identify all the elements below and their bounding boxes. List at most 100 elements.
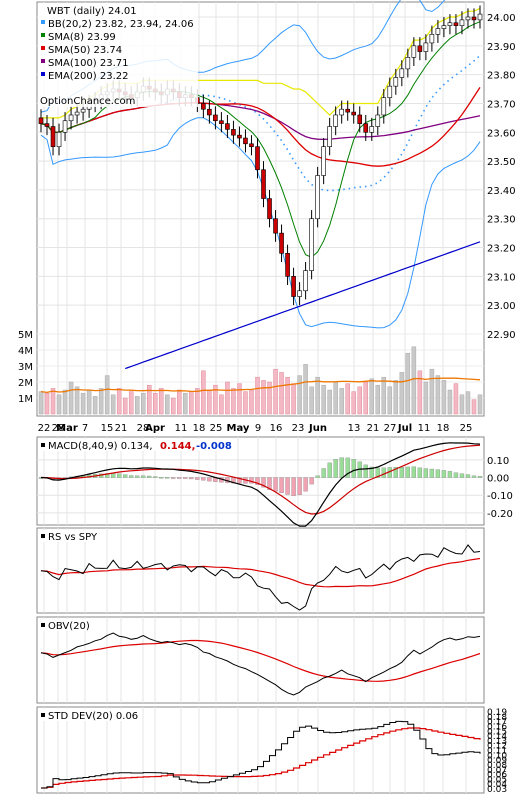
macd-histogram-bar [147,475,152,478]
volume-bar [267,381,272,415]
candle-body [261,169,266,199]
volume-bar [435,375,441,415]
macd-histogram-bar [441,470,447,478]
macd-histogram-bar [273,477,278,492]
volume-bar [417,370,423,415]
obv-title: OBV(20) [48,621,90,632]
candle-body [285,253,290,277]
volume-bar [159,388,164,415]
time-tick-label: 9 [255,423,261,434]
volume-bar [345,383,350,415]
macd-legend-swatch [41,443,45,447]
legend-label: EMA(200) 23.22 [48,71,128,82]
legend-swatch [41,59,45,63]
candle-body [333,114,338,127]
stddev-tick-label: 0.19 [487,708,507,718]
macd-histogram-bar [171,477,176,479]
macd-signal-value: 0.144, [160,441,195,452]
volume-bar [249,389,254,415]
candle-body [255,146,260,171]
volume-bar [381,376,387,415]
volume-bar [459,394,465,415]
volume-bar [387,386,393,415]
time-tick-label: 25 [210,423,223,434]
volume-tick-label: 5M [18,330,33,341]
candle-body [339,108,344,116]
macd-histogram-bar [345,457,350,478]
candle-body [44,123,50,127]
volume-bar [309,386,314,415]
macd-tick-label: -0.20 [487,509,513,520]
legend-swatch [41,46,45,50]
macd-histogram-bar [255,477,260,485]
macd-histogram-bar [303,477,308,492]
macd-histogram-bar [237,477,242,484]
legend-label: BB(20,2) 23.82, 23.94, 24.06 [48,19,194,30]
volume-bar [153,392,158,415]
volume-bar [471,399,477,415]
macd-histogram-bar [309,477,314,485]
volume-bar [321,384,326,415]
volume-bar [50,388,56,415]
candle-body [453,22,459,26]
volume-bar [291,383,296,415]
macd-histogram-bar [123,474,128,478]
macd-tick-label: -0.10 [487,491,513,502]
volume-bar [375,384,381,415]
rs-line [40,544,481,611]
time-tick-label: 21 [115,423,128,434]
candle-body [225,123,230,130]
stddev-line [41,720,481,789]
time-tick-label: 18 [193,423,206,434]
candle-body [213,114,218,122]
volume-bar [189,391,194,415]
stddev-legend-bg [40,709,142,721]
rs-average-line [40,557,481,588]
candle-body [309,218,314,271]
stddev-tick-label: 0.18 [487,713,507,723]
stddev-tick-label: 0.15 [487,727,507,737]
legend-swatch [41,72,45,76]
macd-signal-line [40,444,481,515]
price-tick-label: 23.80 [487,71,516,82]
macd-tick-label: 0.10 [487,456,509,467]
macd-line [40,442,481,527]
volume-bar [429,368,435,415]
time-tick-label: 18 [437,423,450,434]
volume-bar [405,352,411,415]
volume-bar [357,386,362,415]
volume-tick-label: 2M [18,378,33,389]
macd-histogram-bar [261,477,266,488]
candle-body [237,134,242,139]
stddev-tick-label: 0.03 [487,785,507,795]
volume-bar [243,391,248,415]
volume-bar [411,346,417,415]
volume-bar [255,376,260,415]
volume-bar [80,392,86,415]
macd-histogram-bar [411,466,416,478]
macd-histogram-bar [195,477,200,480]
macd-histogram-bar [453,472,459,478]
macd-histogram-bar [165,477,170,479]
rs-legend: RS vs SPY [40,530,104,543]
stddev-tick-label: 0.06 [487,771,507,781]
candle-body [381,97,387,116]
macd-histogram-bar [153,476,158,478]
rs-legend-swatch [41,534,45,538]
volume-bar [333,381,338,415]
volume-bar [351,391,356,415]
time-tick-label: 22 [38,423,51,434]
candle-body [387,85,393,98]
time-tick-label: Apr [145,423,165,434]
candle-body [351,111,357,116]
volume-bar [297,375,302,415]
stddev-tick-label: 0.09 [487,756,507,766]
volume-bar [104,375,110,415]
candle-body [357,114,363,124]
candle-body [327,126,332,147]
time-tick-label: 13 [348,423,361,434]
price-tick-label: 23.40 [487,186,516,197]
stddev-tick-label: 0.13 [487,737,507,747]
volume-average-line [40,377,481,394]
